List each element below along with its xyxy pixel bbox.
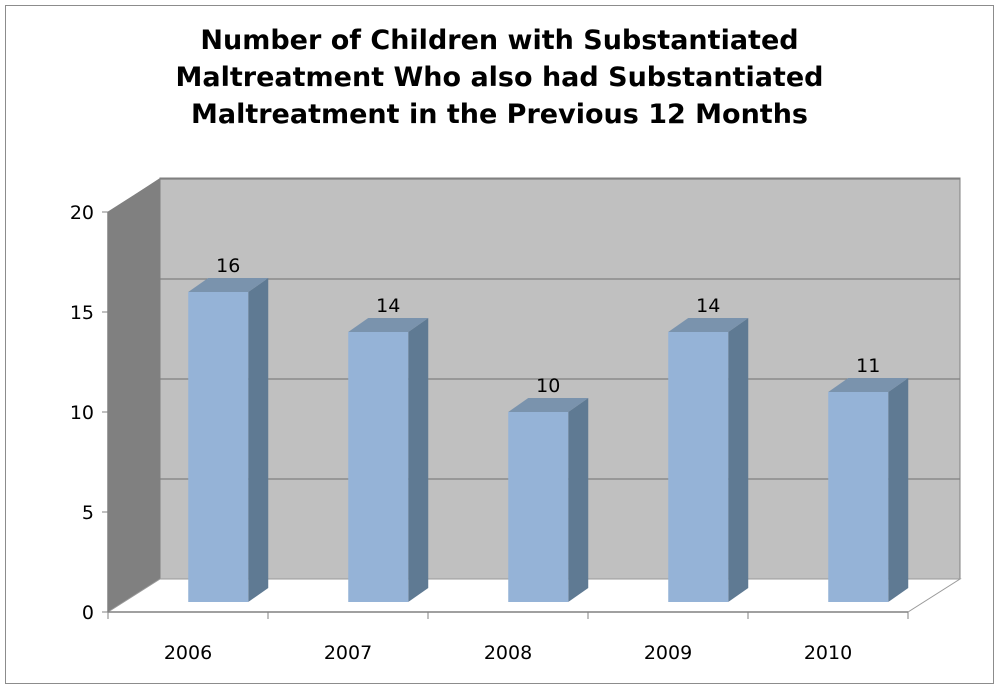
- data-label: 16: [216, 255, 240, 277]
- x-tick-label: 2008: [484, 642, 532, 664]
- bar-2009: 14: [668, 295, 749, 602]
- bar-side: [408, 318, 429, 602]
- x-tick-label: 2009: [644, 642, 692, 664]
- y-tick-label: 0: [82, 602, 94, 624]
- bar-2010: 11: [828, 355, 909, 602]
- bar-side: [248, 278, 269, 602]
- bar-front: [348, 332, 409, 602]
- bar-top: [348, 318, 429, 332]
- side-gridline: [107, 178, 161, 213]
- side-gridline: [107, 378, 161, 413]
- side-gridline: [107, 278, 161, 313]
- data-label: 14: [376, 295, 400, 317]
- x-tick-label: 2007: [324, 642, 372, 664]
- data-label: 11: [856, 355, 880, 377]
- data-label: 10: [536, 375, 560, 397]
- x-axis-ticks: 2006 2007 2008 2009 2010: [107, 612, 909, 664]
- side-gridline: [107, 478, 161, 513]
- bar-2008: 10: [508, 375, 589, 602]
- x-tick-label: 2006: [164, 642, 212, 664]
- bar-front: [828, 392, 889, 602]
- y-tick-label: 15: [70, 302, 94, 324]
- bars: 16 14 10 14 11: [188, 255, 909, 602]
- bar-top: [508, 398, 589, 412]
- y-axis-ticks: 0 5 10 15 20: [70, 202, 108, 624]
- chart-title-line-2: Maltreatment Who also had Substantiated: [175, 62, 824, 93]
- data-label: 14: [696, 295, 720, 317]
- chart-title-line-3: Maltreatment in the Previous 12 Months: [190, 99, 809, 130]
- y-tick-label: 10: [70, 402, 94, 424]
- y-tick-label: 20: [70, 202, 94, 224]
- x-tick-label: 2010: [804, 642, 852, 664]
- chart-title: Number of Children with Substantiated Ma…: [5, 22, 994, 133]
- chart-title-line-1: Number of Children with Substantiated: [200, 25, 799, 56]
- bar-front: [188, 292, 249, 602]
- bar-top: [668, 318, 749, 332]
- bar-2007: 14: [348, 295, 429, 602]
- gridlines: [107, 178, 960, 513]
- bar-side: [728, 318, 749, 602]
- bar-top: [828, 378, 909, 392]
- bar-side: [568, 398, 589, 602]
- bar-top: [188, 278, 269, 292]
- bar-side: [888, 378, 909, 602]
- bar-front: [508, 412, 569, 602]
- bar-front: [668, 332, 729, 602]
- bar-2006: 16: [188, 255, 269, 602]
- y-tick-label: 5: [82, 502, 94, 524]
